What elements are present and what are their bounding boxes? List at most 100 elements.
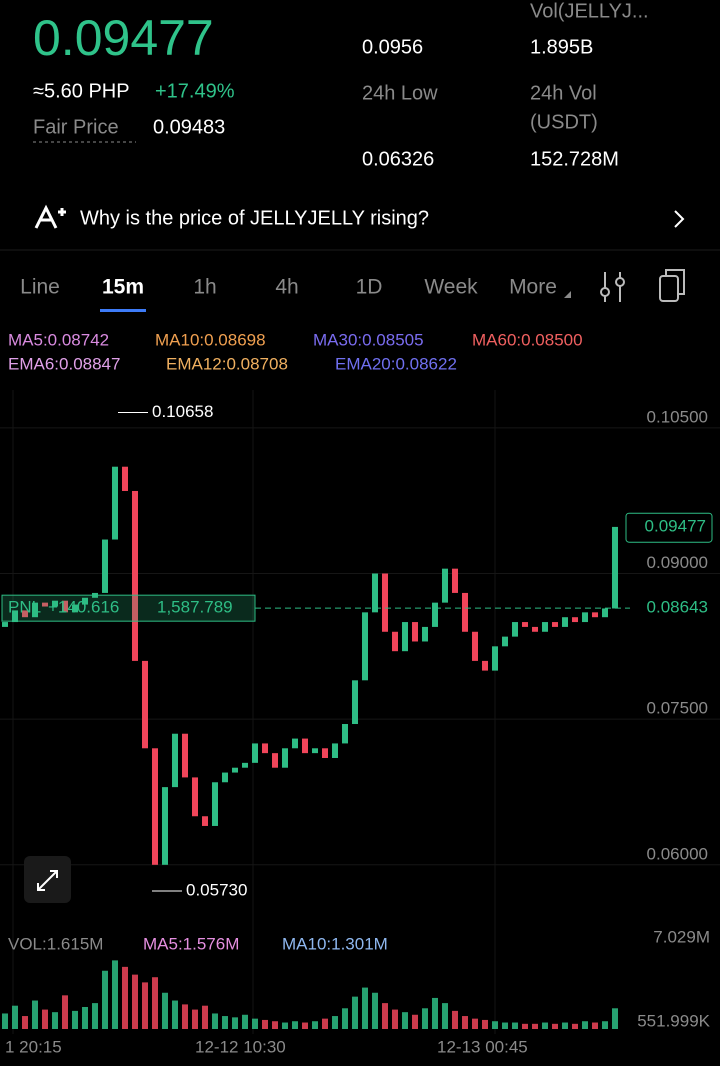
volume-bar (232, 1017, 238, 1029)
volume-bar (62, 995, 68, 1029)
volume-bar (112, 960, 118, 1029)
expand-button[interactable] (24, 856, 71, 903)
ma-indicator: MA30:0.08505 (313, 330, 424, 349)
candle (32, 602, 38, 618)
volume-bar (372, 992, 378, 1029)
volume-bar (282, 1022, 288, 1029)
candle (212, 782, 218, 826)
more-caret (564, 291, 571, 298)
pnl-box[interactable] (1, 594, 256, 622)
volume-bar (182, 1004, 188, 1029)
volume-bar (392, 1009, 398, 1029)
volume-bar (142, 982, 148, 1029)
candle (342, 724, 348, 744)
y-tick-label: 0.07500 (647, 699, 708, 718)
candle (302, 738, 308, 754)
volume-bar (172, 1000, 178, 1029)
volume-bar (402, 1012, 408, 1029)
x-tick-label: 1 20:15 (5, 1037, 62, 1056)
candle (62, 600, 68, 613)
volume-bar (352, 996, 358, 1029)
candle (512, 622, 518, 637)
candle (222, 772, 228, 783)
candle (422, 626, 428, 642)
volume-bar (262, 1019, 268, 1029)
candle (262, 743, 268, 754)
tab[interactable]: Week (424, 276, 478, 299)
layout-icon-back (665, 269, 685, 295)
volume-bar (422, 1008, 428, 1029)
candle (562, 617, 568, 627)
volume-bar (552, 1023, 558, 1029)
banner[interactable]: Why is the price of JELLYJELLY rising? (34, 204, 685, 229)
layout-icon[interactable] (659, 275, 679, 302)
candle (52, 600, 58, 607)
volume-bar (302, 1022, 308, 1029)
low-value: 0.06326 (362, 148, 434, 170)
candle (22, 610, 28, 618)
chevron (674, 210, 685, 228)
vol-usdt-label: (USDT) (530, 111, 598, 133)
current-price: 0.09477 (645, 517, 706, 536)
candle (252, 743, 258, 763)
tab[interactable]: 1h (193, 276, 216, 299)
tab-underline (100, 309, 146, 312)
fair-price-label[interactable]: Fair Price (33, 116, 119, 138)
tab[interactable]: 1D (356, 276, 383, 299)
volume-bar (602, 1021, 608, 1029)
tab-bar: Line 15m 1h 4h 1D Week More (20, 276, 571, 312)
pnl-amount: 1,587.789 (157, 598, 233, 617)
tab[interactable]: 4h (275, 276, 298, 299)
candle (362, 612, 368, 681)
y-tick-label: 0.06000 (647, 844, 708, 863)
candle (2, 622, 8, 627)
expand-icon (37, 870, 58, 891)
volume-bar (452, 1010, 458, 1029)
candle (352, 680, 358, 725)
candle (142, 660, 148, 749)
volume-bar (272, 1021, 278, 1029)
tab[interactable]: 15m (102, 276, 144, 299)
candle (112, 466, 118, 540)
ema-indicator: EMA20:0.08622 (335, 354, 457, 373)
candle (202, 816, 208, 826)
volume-bar (152, 977, 158, 1029)
pnl-label: PNL (8, 598, 41, 617)
tab[interactable]: More (509, 276, 557, 299)
ma-indicator: MA5:0.08742 (8, 330, 109, 349)
volume-bar (612, 1008, 618, 1029)
volume-bar (242, 1014, 248, 1029)
volume-bar (522, 1023, 528, 1029)
volume-bar (32, 1000, 38, 1029)
candle (122, 466, 128, 491)
vol-indicator: MA5:1.576M (143, 934, 239, 953)
volume-bar (572, 1023, 578, 1029)
candle (152, 748, 158, 865)
volume-bar (332, 1016, 338, 1029)
volume-bar (52, 1012, 58, 1029)
candle (552, 622, 558, 627)
candle (192, 777, 198, 817)
candle (392, 631, 398, 652)
candle (322, 748, 328, 758)
candle (372, 573, 378, 613)
ma-indicator: MA60:0.08500 (472, 330, 583, 349)
candle (542, 622, 548, 632)
candle (502, 636, 508, 647)
candle (572, 617, 578, 623)
volume-bar (42, 1009, 48, 1029)
volume-bar (482, 1019, 488, 1029)
candle (582, 612, 588, 623)
volume-bar (492, 1021, 498, 1029)
volume-bar (582, 1021, 588, 1029)
candle (442, 568, 448, 603)
volume-bar (512, 1022, 518, 1029)
volume-bar (502, 1022, 508, 1029)
volume-bar (542, 1022, 548, 1029)
high-label: 0.10658 (152, 402, 213, 421)
ema-indicator: EMA6:0.08847 (8, 354, 120, 373)
volume-bar (362, 987, 368, 1029)
tab[interactable]: Line (20, 276, 60, 299)
x-tick-label: 12-13 00:45 (437, 1037, 528, 1056)
